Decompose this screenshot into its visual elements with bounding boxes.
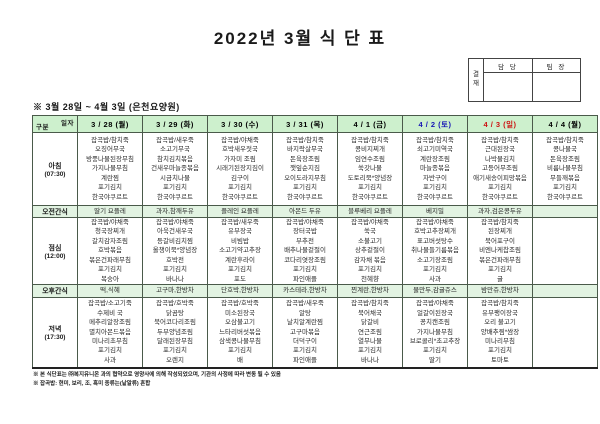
menu-cell: 잡곡밥/새우죽 소고기무국 참치김치볶음 건새우마늘종볶음 시금치나물 포기김치 한국야쿠르… xyxy=(142,132,208,206)
menu-cell: 밤만쥬,한방차 xyxy=(467,284,533,298)
menu-cell: 잡곡밥/야채죽 쑥국 소불고기 상추겉절이 감자채 볶음 포기김치 천혜향 xyxy=(337,217,403,285)
menu-cell: 잡곡밥/소고기죽 수제비 국 메추리알장조림 멸치아몬드볶음 미나리초무침 포기김치 사과 xyxy=(77,297,143,368)
row-label: 저녁 (17:30) xyxy=(32,297,78,368)
menu-cell: 잡곡밥/참치죽 콩비지찌개 임연수조림 쑥갓나물 도토리묵*양념장 포기김치 한국야쿠르트 xyxy=(337,132,403,206)
menu-cell: 잡곡밥/야채죽 호박새우젓국 가자미 조림 시래기된장지짐이 김구이 포기김치 한국야쿠르트 xyxy=(207,132,273,206)
menu-cell: 잡곡밥/참치죽 오징어무국 방풍나물된장무침 가지나물무침 계란찜 포기김치 한국야쿠르트 xyxy=(77,132,143,206)
day-header: 3 / 30 (수) xyxy=(207,115,273,133)
corner-cell: 일자 구분 xyxy=(32,115,78,133)
menu-cell: 딸기 요플레 xyxy=(77,205,143,218)
period-subtitle: ※ 3월 28일 ~ 4월 3일 (은천요양원) xyxy=(33,102,180,112)
menu-cell xyxy=(532,297,598,368)
menu-cell: 떡,식혜 xyxy=(77,284,143,298)
footer-note: ※ 잡곡밥: 현미, 보리, 조, 흑미 종류는(낱알류) 혼합 xyxy=(33,380,151,387)
menu-cell: 잡곡밥/참치죽 쇠고기미역국 계란장조림 마늘종볶음 자반구이 포기김치 한국야쿠르트 xyxy=(402,132,468,206)
day-header: 4 / 1 (금) xyxy=(337,115,403,133)
approval-grid: 담 당 팀 장 xyxy=(484,59,580,101)
approval-col-manager: 담 당 xyxy=(484,59,532,73)
menu-cell: 잡곡밥/호박죽 닭곰탕 북어코다리조림 두부양념조림 달래된장무침 포기김치 오렌지 xyxy=(142,297,208,368)
menu-cell: 잡곡밥/야채죽 장터국밥 부추전 배추나물겉절이 코다리엿장조림 포기김치 파인애플 xyxy=(272,217,338,285)
day-header: 3 / 29 (화) xyxy=(142,115,208,133)
day-header: 3 / 31 (목) xyxy=(272,115,338,133)
menu-cell: 과자,참깨두유 xyxy=(142,205,208,218)
approval-stamp-label: 결 재 xyxy=(469,59,484,101)
menu-cell: 잡곡밥/호박죽 미소된장국 오삼불고기 느타리버섯볶음 삼색콩나물무침 포기김치 배 xyxy=(207,297,273,368)
approval-box: 결 재 담 당 팀 장 xyxy=(468,58,581,102)
menu-table: 일자 구분 3 / 28 (월) 3 / 29 (화) 3 / 30 (수) 3 / 31… xyxy=(32,115,598,369)
menu-cell: 잡곡밥/야채죽 아욱건새우국 등갈비김치찜 올챙이묵*양념장 호박전 포기김치 바나나 xyxy=(142,217,208,285)
footer-note: ※ 본 식단표는 ㈜복지유니온 과의 협약으로 영양사에 의해 작성되었으며, … xyxy=(33,372,281,378)
row-label: 점심 (12:00) xyxy=(32,217,78,285)
menu-cell: 잡곡밥/참치죽 근대된장국 나박물김치 고등어무조림 애기새송이피망볶음 포기김치 한국야쿠… xyxy=(467,132,533,206)
day-header: 3 / 28 (월) xyxy=(77,115,143,133)
menu-cell xyxy=(532,205,598,218)
day-header: 4 / 3 (일) xyxy=(467,115,533,133)
menu-cell: 단호박,한방차 xyxy=(207,284,273,298)
menu-cell: 물만두,감귤쥬스 xyxy=(402,284,468,298)
approval-sign-cell xyxy=(532,73,580,101)
menu-cell: 잡곡밥/참치죽 바지락살무국 돈육장조림 깻잎순지짐 오이도라지무침 포기김치 한국야쿠르트 xyxy=(272,132,338,206)
menu-cell: 잡곡밥/야채죽 얼갈이된장국 꽁치캔조림 가지나물무침 브로콜리*초고추장 포기김치 딸기 xyxy=(402,297,468,368)
menu-cell: 베지밀 xyxy=(402,205,468,218)
menu-cell xyxy=(532,284,598,298)
menu-cell: 고구마,한방차 xyxy=(142,284,208,298)
row-label: 오후간식 xyxy=(32,284,78,298)
menu-cell: 잡곡밥/참치죽 콩나물국 돈육장조림 비름나물무침 무들깨볶음 포기김치 한국야쿠르트 xyxy=(532,132,598,206)
menu-cell: 카스테라,한방차 xyxy=(272,284,338,298)
day-header: 4 / 2 (토) xyxy=(402,115,468,133)
menu-cell: 잡곡밥/야채죽 호박고추장찌개 표고버섯탕수 취나물들기름볶음 소고기장조림 포기김치 사과 xyxy=(402,217,468,285)
day-header: 4 / 4 (월) xyxy=(532,115,598,133)
approval-col-teamlead: 팀 장 xyxy=(532,59,580,73)
menu-cell: 잡곡밥/새우죽 알탕 날치알계란찜 고구마볶음 더덕구이 포기김치 파인애플 xyxy=(272,297,338,368)
menu-cell: 아몬드 두유 xyxy=(272,205,338,218)
menu-cell: 잡곡밥/참치죽 북어채국 닭갈비 연근조림 열무나물 포기김치 바나나 xyxy=(337,297,403,368)
menu-cell: 잡곡밥/야채죽 청국장찌개 갈치감자조림 호박볶음 볶은건파래무침 포기김치 복숭아 xyxy=(77,217,143,285)
approval-sign-cell xyxy=(484,73,532,101)
menu-cell xyxy=(532,217,598,285)
menu-cell: 플레인 요플레 xyxy=(207,205,273,218)
menu-cell: 잡곡밥/참치죽 된장찌개 북어포구이 비엔나케찹조림 볶은건파래무침 포기김치 귤 xyxy=(467,217,533,285)
row-label: 아침 (07:30) xyxy=(32,132,78,206)
menu-cell: 잡곡밥/참치죽 유부팽이장국 오리 불고기 양배추찜*쌈장 미나리무침 포기김치 토마토 xyxy=(467,297,533,368)
menu-cell: 잡곡밥/새우죽 유부장국 비빔밥 소고기약고추장 계란후라이 포기김치 포도 xyxy=(207,217,273,285)
menu-cell: 과자,검은콩두유 xyxy=(467,205,533,218)
footer-notes: ※ 본 식단표는 ㈜복지유니온 과의 협약으로 영양사에 의해 작성되었으며, … xyxy=(33,371,281,389)
page-title: 2022년 3월 식 단 표 xyxy=(213,29,387,48)
row-label: 오전간식 xyxy=(32,205,78,218)
menu-cell: 블루베리 요플레 xyxy=(337,205,403,218)
menu-cell: 찐계란,한방차 xyxy=(337,284,403,298)
